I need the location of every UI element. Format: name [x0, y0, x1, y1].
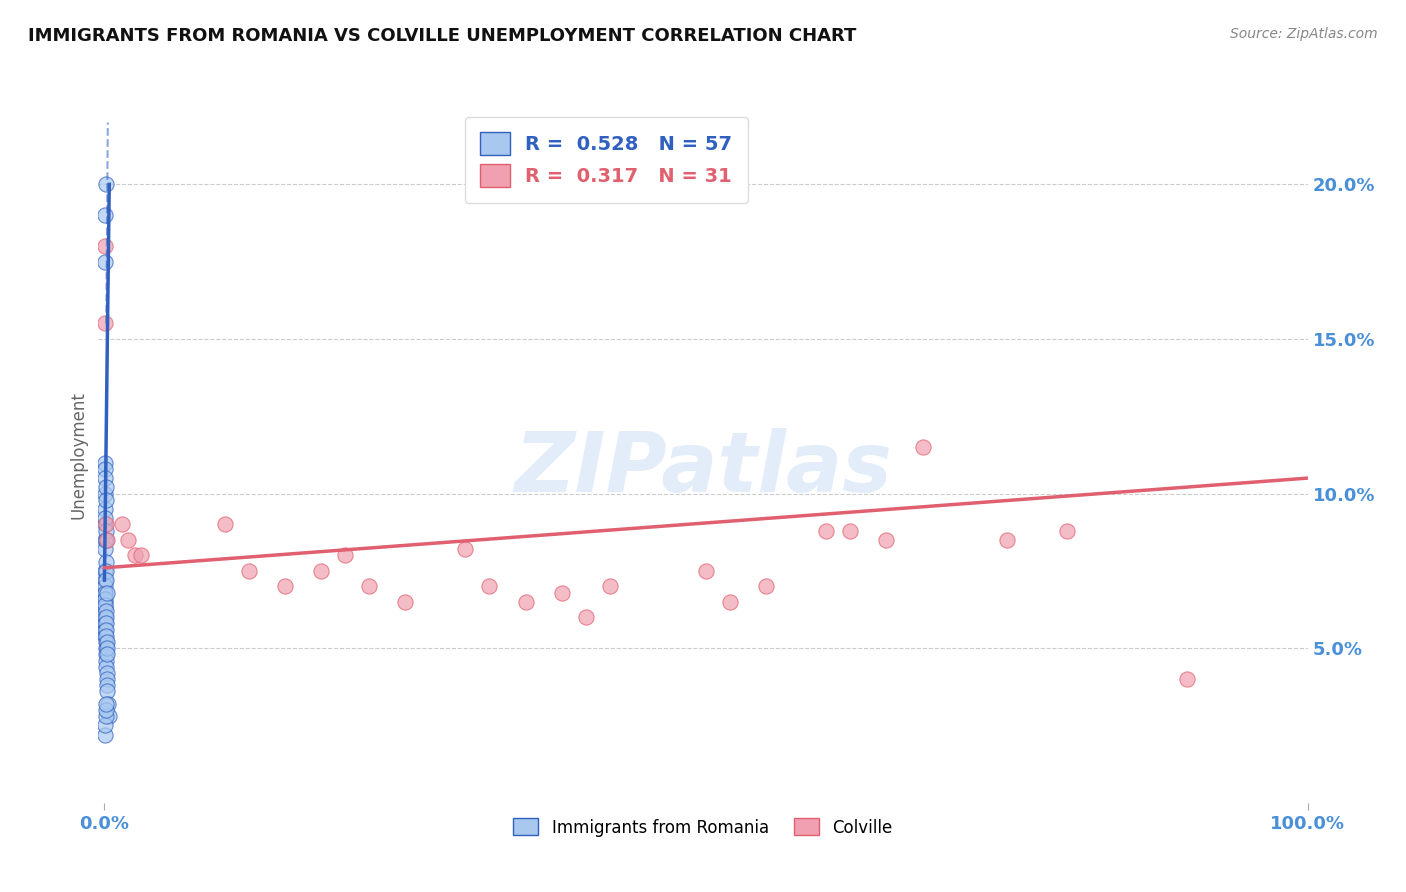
Point	[755, 579, 778, 593]
Point	[394, 595, 416, 609]
Point	[238, 564, 260, 578]
Text: Source: ZipAtlas.com: Source: ZipAtlas.com	[1230, 27, 1378, 41]
Point	[718, 595, 741, 609]
Point	[93, 585, 115, 599]
Y-axis label: Unemployment: Unemployment	[69, 391, 87, 519]
Point	[96, 678, 118, 692]
Point	[94, 542, 117, 557]
Point	[94, 598, 117, 612]
Point	[94, 471, 117, 485]
Point	[839, 524, 862, 538]
Point	[94, 178, 117, 192]
Point	[94, 456, 117, 470]
Point	[94, 208, 117, 222]
Point	[94, 533, 117, 547]
Point	[995, 533, 1018, 547]
Point	[94, 623, 117, 637]
Point	[94, 604, 117, 618]
Point	[815, 524, 838, 538]
Point	[94, 709, 117, 723]
Point	[96, 635, 118, 649]
Point	[94, 703, 117, 717]
Point	[94, 728, 117, 742]
Point	[94, 610, 117, 624]
Point	[96, 573, 118, 587]
Point	[478, 579, 501, 593]
Point	[96, 697, 118, 711]
Point	[94, 486, 117, 500]
Point	[97, 709, 120, 723]
Point	[94, 635, 117, 649]
Point	[214, 517, 236, 532]
Legend: Immigrants from Romania, Colville: Immigrants from Romania, Colville	[506, 812, 900, 843]
Point	[94, 564, 117, 578]
Point	[94, 462, 117, 476]
Point	[94, 239, 117, 253]
Point	[94, 623, 117, 637]
Point	[94, 579, 117, 593]
Point	[94, 573, 117, 587]
Point	[96, 641, 118, 656]
Point	[695, 564, 717, 578]
Point	[96, 629, 118, 643]
Point	[96, 684, 118, 698]
Point	[129, 549, 152, 563]
Point	[94, 591, 117, 606]
Point	[117, 533, 139, 547]
Text: ZIPatlas: ZIPatlas	[515, 428, 891, 509]
Point	[94, 480, 117, 494]
Point	[96, 672, 118, 686]
Point	[124, 549, 146, 563]
Point	[94, 564, 117, 578]
Point	[94, 616, 117, 631]
Point	[875, 533, 897, 547]
Point	[96, 665, 118, 680]
Point	[94, 555, 117, 569]
Point	[911, 440, 934, 454]
Point	[96, 659, 118, 673]
Point	[97, 697, 120, 711]
Point	[94, 718, 117, 732]
Point	[333, 549, 356, 563]
Point	[94, 254, 117, 268]
Text: IMMIGRANTS FROM ROMANIA VS COLVILLE UNEMPLOYMENT CORRELATION CHART: IMMIGRANTS FROM ROMANIA VS COLVILLE UNEM…	[28, 27, 856, 45]
Point	[94, 648, 117, 662]
Point	[94, 595, 117, 609]
Point	[94, 601, 117, 615]
Point	[96, 533, 118, 547]
Point	[274, 579, 297, 593]
Point	[359, 579, 381, 593]
Point	[94, 533, 117, 547]
Point	[94, 654, 117, 668]
Point	[515, 595, 537, 609]
Point	[94, 511, 117, 525]
Point	[96, 585, 118, 599]
Point	[94, 641, 117, 656]
Point	[94, 517, 117, 532]
Point	[94, 517, 117, 532]
Point	[94, 317, 117, 331]
Point	[94, 616, 117, 631]
Point	[94, 524, 117, 538]
Point	[96, 648, 118, 662]
Point	[309, 564, 332, 578]
Point	[94, 502, 117, 516]
Point	[94, 492, 117, 507]
Point	[94, 585, 117, 599]
Point	[1056, 524, 1078, 538]
Point	[550, 585, 572, 599]
Point	[94, 610, 117, 624]
Point	[1175, 672, 1198, 686]
Point	[454, 542, 477, 557]
Point	[94, 629, 117, 643]
Point	[599, 579, 621, 593]
Point	[111, 517, 134, 532]
Point	[575, 610, 598, 624]
